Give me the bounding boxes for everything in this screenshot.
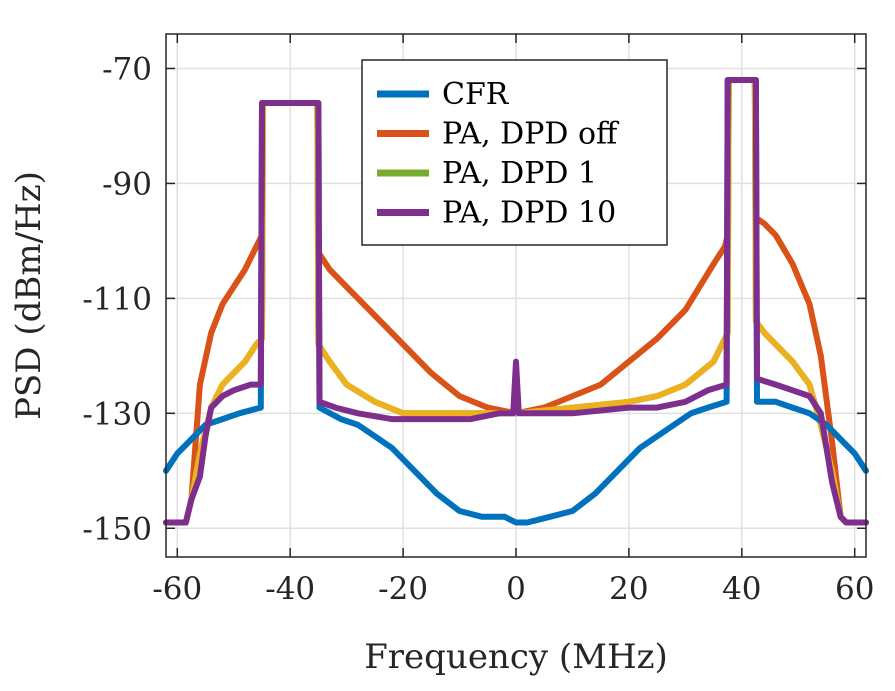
x-tick-label: 60 <box>835 571 874 607</box>
y-tick-label: -110 <box>82 281 152 317</box>
y-tick-label: -150 <box>82 511 152 547</box>
x-tick-label: -20 <box>378 571 428 607</box>
x-tick-label: 20 <box>609 571 648 607</box>
y-tick-label: -70 <box>102 51 152 87</box>
series-lines <box>163 77 869 526</box>
x-tick-label: -60 <box>152 571 202 607</box>
y-tick-label: -90 <box>102 166 152 202</box>
x-tick-label: 0 <box>506 571 526 607</box>
legend-label: CFR <box>442 77 510 112</box>
x-tick-label: -40 <box>265 571 315 607</box>
x-tick-label: 40 <box>722 571 761 607</box>
y-axis-label: PSD (dBm/Hz) <box>9 171 49 420</box>
tick-labels: -60 -40 -20 0 20 40 60 -150 -130 -110 -90 -70 <box>82 34 874 607</box>
x-axis-label: Frequency (MHz) <box>364 637 668 677</box>
y-tick-label: -130 <box>82 396 152 432</box>
legend-label: PA, DPD 1 <box>442 156 597 191</box>
legend-items: CFR PA, DPD off PA, DPD 1 PA, DPD 10 <box>377 77 620 231</box>
legend-label: PA, DPD 10 <box>442 196 616 231</box>
series-line-pa-dpd-10 <box>163 77 869 526</box>
legend-label: PA, DPD off <box>442 117 620 152</box>
legend: CFR PA, DPD off PA, DPD 1 PA, DPD 10 <box>361 59 668 246</box>
